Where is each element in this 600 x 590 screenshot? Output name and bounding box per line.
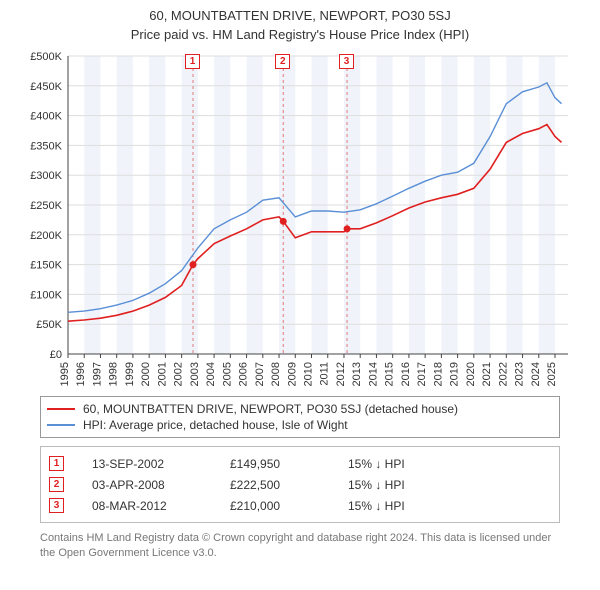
svg-text:2012: 2012 — [335, 362, 347, 386]
svg-text:2010: 2010 — [303, 362, 315, 386]
svg-text:£0: £0 — [50, 349, 62, 361]
svg-text:2023: 2023 — [514, 362, 526, 386]
svg-text:£450K: £450K — [30, 81, 62, 93]
svg-text:2005: 2005 — [221, 362, 233, 386]
legend-swatch — [47, 408, 75, 410]
page-title-address: 60, MOUNTBATTEN DRIVE, NEWPORT, PO30 5SJ — [10, 8, 590, 23]
svg-text:2016: 2016 — [400, 362, 412, 386]
svg-text:1996: 1996 — [75, 362, 87, 386]
svg-text:2017: 2017 — [416, 362, 428, 386]
legend-item: HPI: Average price, detached house, Isle… — [47, 417, 553, 433]
svg-text:1997: 1997 — [91, 362, 103, 386]
transactions-table: 1 13-SEP-2002 £149,950 15% ↓ HPI 2 03-APR-200… — [40, 446, 560, 523]
svg-text:2011: 2011 — [319, 362, 331, 386]
chart-marker-3: 3 — [339, 54, 354, 69]
legend: 60, MOUNTBATTEN DRIVE, NEWPORT, PO30 5SJ… — [40, 396, 560, 438]
svg-text:1995: 1995 — [59, 362, 71, 386]
legend-swatch — [47, 424, 75, 426]
transaction-hpi: 15% ↓ HPI — [348, 457, 448, 471]
svg-text:2014: 2014 — [367, 362, 379, 386]
svg-text:2022: 2022 — [497, 362, 509, 386]
svg-text:2020: 2020 — [465, 362, 477, 386]
page-title-sub: Price paid vs. HM Land Registry's House … — [10, 27, 590, 42]
svg-text:2015: 2015 — [384, 362, 396, 386]
svg-text:£350K: £350K — [30, 140, 62, 152]
svg-text:2013: 2013 — [351, 362, 363, 386]
svg-text:£200K: £200K — [30, 230, 62, 242]
svg-text:2001: 2001 — [156, 362, 168, 386]
transaction-row: 1 13-SEP-2002 £149,950 15% ↓ HPI — [49, 453, 551, 474]
transaction-date: 08-MAR-2012 — [92, 499, 202, 513]
svg-text:2007: 2007 — [254, 362, 266, 386]
svg-text:2008: 2008 — [270, 362, 282, 386]
transaction-price: £222,500 — [230, 478, 320, 492]
footnote: Contains HM Land Registry data © Crown c… — [40, 531, 560, 561]
svg-text:1999: 1999 — [124, 362, 136, 386]
transaction-date: 13-SEP-2002 — [92, 457, 202, 471]
chart-marker-2: 2 — [275, 54, 290, 69]
svg-text:2004: 2004 — [205, 362, 217, 386]
svg-text:2024: 2024 — [530, 362, 542, 386]
svg-text:£400K: £400K — [30, 111, 62, 123]
svg-text:2018: 2018 — [432, 362, 444, 386]
svg-text:2025: 2025 — [546, 362, 558, 386]
chart-marker-1: 1 — [185, 54, 200, 69]
svg-text:1998: 1998 — [108, 362, 120, 386]
transaction-date: 03-APR-2008 — [92, 478, 202, 492]
chart-svg: £0 £50K £100K £150K £200K £250K £300K £350K £400… — [20, 50, 580, 390]
chart: £0 £50K £100K £150K £200K £250K £300K £350K £400… — [20, 50, 580, 390]
transaction-marker: 3 — [49, 498, 64, 513]
svg-text:2006: 2006 — [238, 362, 250, 386]
svg-text:2000: 2000 — [140, 362, 152, 386]
transaction-row: 3 08-MAR-2012 £210,000 15% ↓ HPI — [49, 495, 551, 516]
svg-text:2021: 2021 — [481, 362, 493, 386]
transaction-price: £210,000 — [230, 499, 320, 513]
svg-text:£300K: £300K — [30, 170, 62, 182]
svg-text:£50K: £50K — [36, 319, 62, 331]
svg-text:2019: 2019 — [449, 362, 461, 386]
legend-label: HPI: Average price, detached house, Isle… — [83, 418, 348, 432]
transaction-price: £149,950 — [230, 457, 320, 471]
svg-text:£100K: £100K — [30, 289, 62, 301]
transaction-hpi: 15% ↓ HPI — [348, 478, 448, 492]
svg-text:2009: 2009 — [286, 362, 298, 386]
svg-text:£250K: £250K — [30, 200, 62, 212]
legend-label: 60, MOUNTBATTEN DRIVE, NEWPORT, PO30 5SJ… — [83, 402, 458, 416]
transaction-marker: 2 — [49, 477, 64, 492]
transaction-hpi: 15% ↓ HPI — [348, 499, 448, 513]
legend-item: 60, MOUNTBATTEN DRIVE, NEWPORT, PO30 5SJ… — [47, 401, 553, 417]
svg-text:£150K: £150K — [30, 260, 62, 272]
svg-text:2002: 2002 — [173, 362, 185, 386]
svg-text:2003: 2003 — [189, 362, 201, 386]
svg-text:£500K: £500K — [30, 51, 62, 63]
transaction-marker: 1 — [49, 456, 64, 471]
transaction-row: 2 03-APR-2008 £222,500 15% ↓ HPI — [49, 474, 551, 495]
